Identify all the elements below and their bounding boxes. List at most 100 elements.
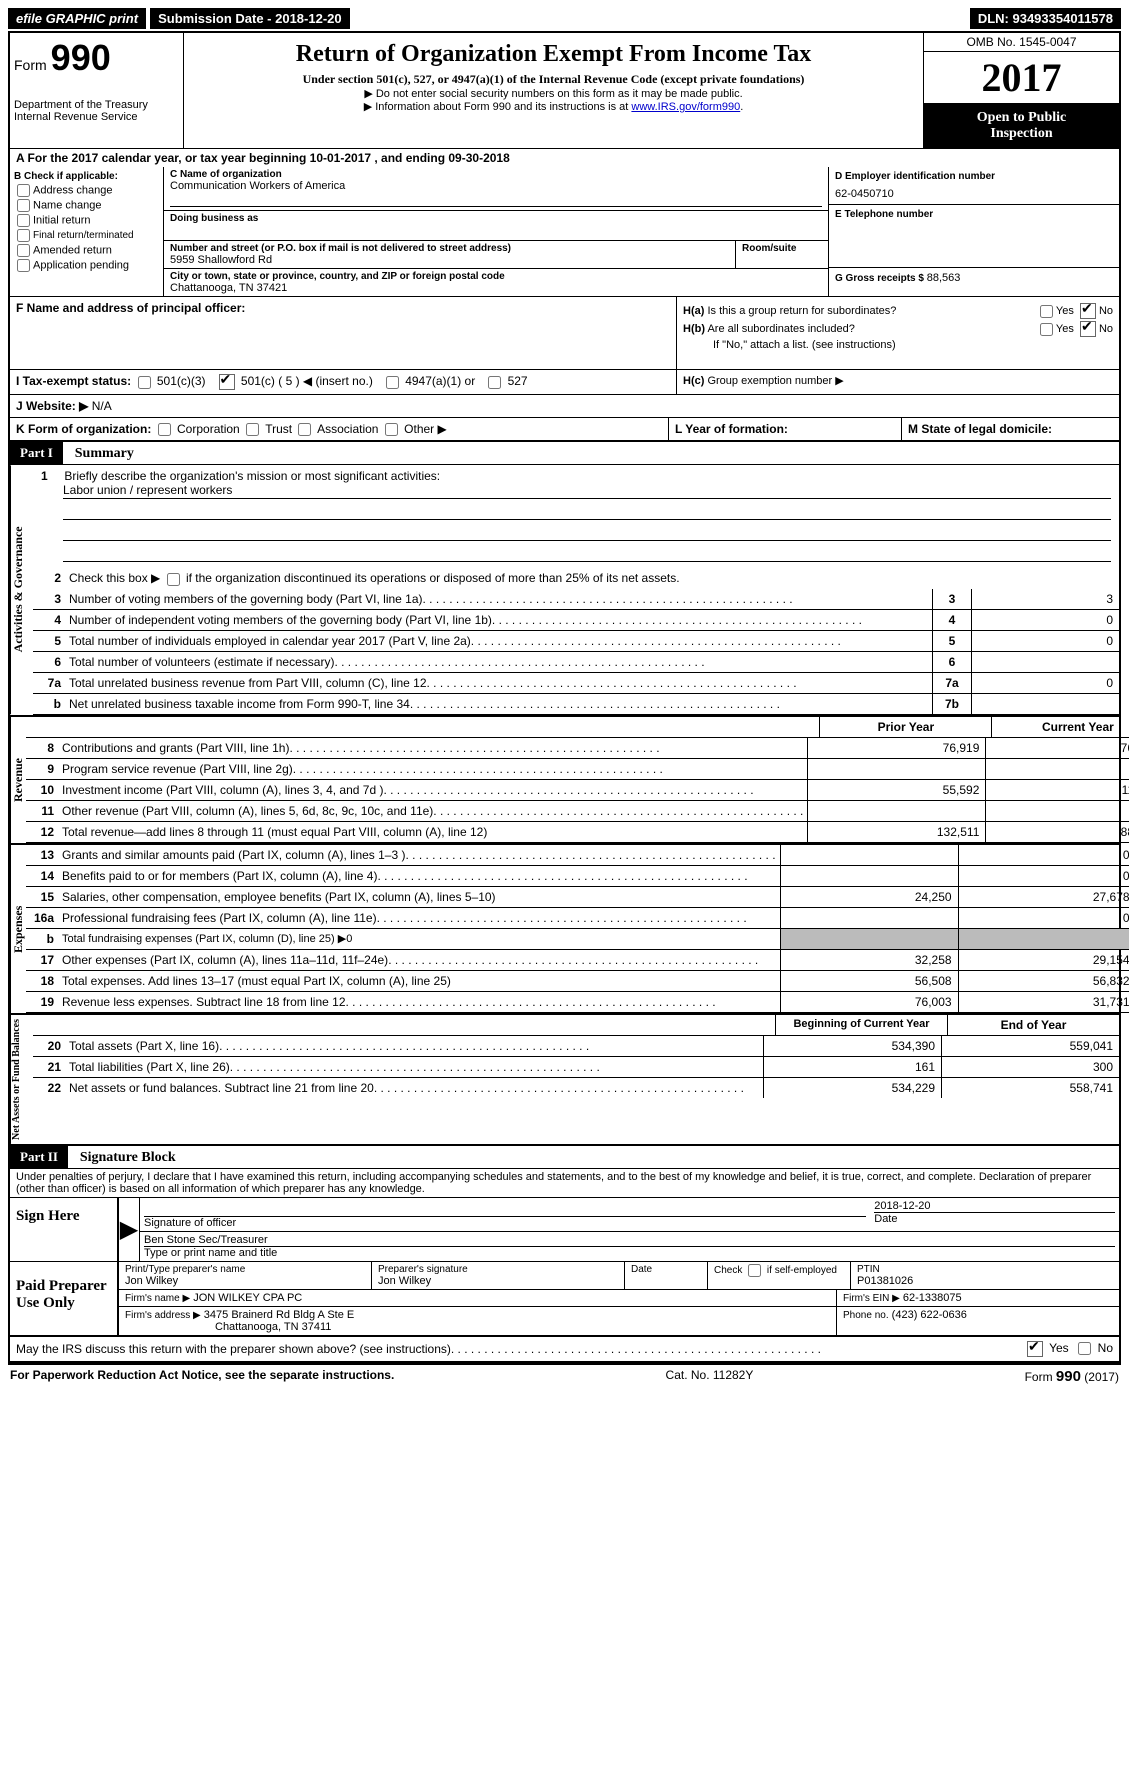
firm-name: JON WILKEY CPA PC [193, 1292, 302, 1304]
line1-mission: 1 Briefly describe the organization's mi… [33, 465, 1119, 568]
gross-value: 88,563 [927, 272, 961, 284]
line20: 20 Total assets (Part X, line 16) 534,39… [33, 1036, 1119, 1057]
ha-yes[interactable] [1040, 305, 1053, 318]
l5-value: 0 [971, 631, 1119, 651]
discuss-yes-checked[interactable] [1027, 1341, 1043, 1357]
city-cell: City or town, state or province, country… [164, 269, 828, 296]
line11: 11 Other revenue (Part VIII, column (A),… [26, 801, 1129, 822]
cb-527[interactable] [488, 376, 501, 389]
checkbox[interactable] [17, 199, 30, 212]
checkbox[interactable] [17, 259, 30, 272]
expenses-section: Expenses 13 Grants and similar amounts p… [10, 843, 1119, 1013]
dept-line2: Internal Revenue Service [14, 111, 179, 123]
l7a-value: 0 [971, 673, 1119, 693]
prep-row3: Firm's address ▶ 3475 Brainerd Rd Bldg A… [119, 1307, 1119, 1335]
form-title: Return of Organization Exempt From Incom… [192, 41, 915, 68]
tel-cell: E Telephone number [829, 205, 1119, 268]
checkbox[interactable] [17, 184, 30, 197]
l10-current: 11,573 [985, 780, 1129, 800]
netassets-header: Beginning of Current Year End of Year [33, 1015, 1119, 1036]
line6: 6 Total number of volunteers (estimate i… [33, 652, 1119, 673]
firm-addr2: Chattanooga, TN 37411 [215, 1321, 830, 1333]
prep-row2: Firm's name ▶ JON WILKEY CPA PC Firm's E… [119, 1290, 1119, 1307]
dept-text: Department of the Treasury Internal Reve… [14, 99, 179, 123]
l15-prior: 24,250 [780, 887, 958, 907]
l17-prior: 32,258 [780, 950, 958, 970]
arrow-icon: ▶ [117, 1198, 139, 1261]
l13-current: 0 [958, 845, 1129, 865]
line7b: b Net unrelated business taxable income … [33, 694, 1119, 715]
header-left: Form990 Department of the Treasury Inter… [10, 33, 184, 148]
irs-link[interactable]: www.IRS.gov/form990 [631, 101, 740, 113]
revenue-section: Revenue Prior Year Current Year 8 Contri… [10, 715, 1119, 843]
f-label: F Name and address of principal officer: [16, 301, 245, 315]
ptin-cell: PTIN P01381026 [851, 1262, 1119, 1289]
cb-discontinued[interactable] [167, 573, 180, 586]
checkbox[interactable] [17, 244, 30, 257]
firm-name-cell: Firm's name ▶ JON WILKEY CPA PC [119, 1290, 837, 1306]
m-label: M State of legal domicile: [908, 422, 1052, 436]
l1-text: Briefly describe the organization's miss… [64, 469, 440, 483]
officer-sig-row: Signature of officer 2018-12-20 Date [140, 1198, 1119, 1232]
line22: 22 Net assets or fund balances. Subtract… [33, 1078, 1119, 1098]
cb-trust[interactable] [246, 423, 259, 436]
cb-initial-return[interactable]: Initial return [14, 214, 159, 227]
org-name-label: C Name of organization [170, 169, 822, 180]
line3: 3 Number of voting members of the govern… [33, 589, 1119, 610]
tel-label: E Telephone number [835, 209, 1113, 220]
dba-cell: Doing business as [164, 211, 828, 241]
discuss-no[interactable] [1078, 1342, 1091, 1355]
header-center: Return of Organization Exempt From Incom… [184, 33, 924, 148]
hb-no-checked[interactable] [1080, 321, 1096, 337]
netassets-section: Net Assets or Fund Balances Beginning of… [10, 1013, 1119, 1144]
revenue-header: Prior Year Current Year [26, 717, 1129, 738]
sign-here-content: Signature of officer 2018-12-20 Date Ben… [139, 1198, 1119, 1261]
l-cell: L Year of formation: [669, 418, 902, 440]
type-name-label: Type or print name and title [144, 1247, 1115, 1259]
hb-yes[interactable] [1040, 323, 1053, 336]
cb-amended[interactable]: Amended return [14, 244, 159, 257]
checkbox[interactable] [17, 229, 30, 242]
section-a-taxyear: A For the 2017 calendar year, or tax yea… [8, 148, 1121, 167]
gross-label: G Gross receipts $ [835, 273, 927, 284]
signature-block: Under penalties of perjury, I declare th… [8, 1169, 1121, 1337]
cb-501c-checked[interactable] [219, 374, 235, 390]
row-f-h: F Name and address of principal officer:… [8, 297, 1121, 370]
ha-no-checked[interactable] [1080, 303, 1096, 319]
footer-right: Form 990 (2017) [1025, 1368, 1119, 1385]
firm-phone: (423) 622-0636 [892, 1309, 967, 1321]
checkbox[interactable] [17, 214, 30, 227]
cb-4947[interactable] [386, 376, 399, 389]
cb-name-change[interactable]: Name change [14, 199, 159, 212]
mission-blank-line [63, 522, 1111, 541]
prep-sig: Jon Wilkey [378, 1275, 618, 1287]
form-note1: ▶ Do not enter social security numbers o… [192, 87, 915, 100]
col-b-header: B Check if applicable: [14, 171, 159, 182]
cb-self-employed[interactable] [748, 1264, 761, 1277]
side-expenses: Expenses [10, 845, 26, 1013]
l8-prior: 76,919 [807, 738, 985, 758]
mission-blank-line [63, 501, 1111, 520]
i-label: I Tax-exempt status: [16, 374, 131, 388]
l16a-current: 0 [958, 908, 1129, 928]
omb-number: OMB No. 1545-0047 [924, 33, 1119, 52]
l13-prior [780, 845, 958, 865]
l12-prior: 132,511 [807, 822, 985, 842]
date-label: Date [874, 1213, 1115, 1225]
h-cell: H(a) Is this a group return for subordin… [677, 297, 1119, 369]
cb-final-return[interactable]: Final return/terminated [14, 229, 159, 242]
line19: 19 Revenue less expenses. Subtract line … [26, 992, 1129, 1013]
cb-corp[interactable] [158, 423, 171, 436]
col-prior: Prior Year [819, 717, 991, 737]
prep-date-cell: Date [625, 1262, 708, 1289]
cb-application-pending[interactable]: Application pending [14, 259, 159, 272]
prep-name-cell: Print/Type preparer's name Jon Wilkey [119, 1262, 372, 1289]
cb-other[interactable] [385, 423, 398, 436]
sign-here-row: Sign Here ▶ Signature of officer 2018-12… [10, 1198, 1119, 1262]
cb-address-change[interactable]: Address change [14, 184, 159, 197]
efile-badge: efile GRAPHIC print [8, 8, 146, 29]
cb-501c3[interactable] [138, 376, 151, 389]
side-governance: Activities & Governance [10, 465, 33, 714]
cb-assoc[interactable] [298, 423, 311, 436]
l16b-prior-shaded [780, 929, 958, 949]
